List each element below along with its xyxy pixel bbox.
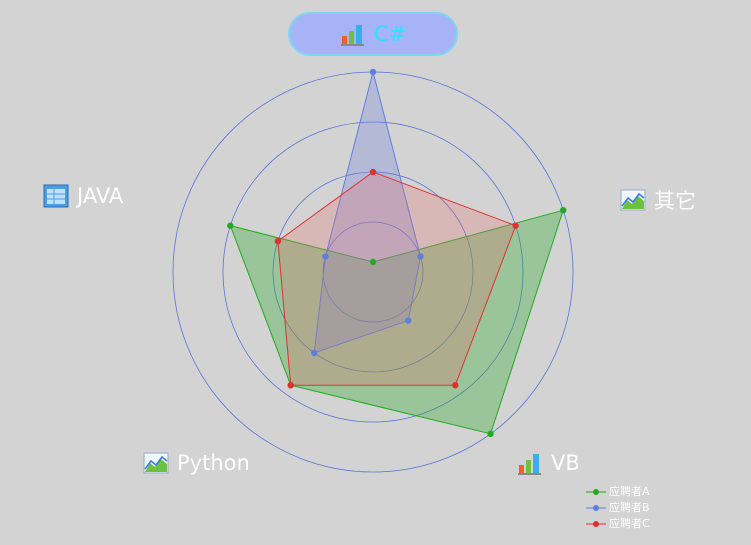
axis-label-0[interactable]: C# (288, 12, 458, 56)
legend-item[interactable]: 应聘者A (586, 484, 650, 500)
series-area-1 (229, 209, 564, 435)
data-point (560, 206, 567, 214)
data-point (227, 222, 234, 229)
axis-label-text: JAVA (77, 184, 124, 208)
radar-ring (322, 221, 424, 323)
data-point (487, 430, 494, 438)
area-chart-icon (620, 188, 646, 212)
data-point (405, 317, 412, 324)
legend-swatch (586, 505, 606, 511)
data-point (287, 382, 294, 389)
axis-label-4[interactable]: JAVA (43, 184, 123, 208)
data-point (417, 253, 424, 260)
data-point (369, 168, 377, 176)
axis-label-2[interactable]: VB (517, 451, 580, 475)
radar-ring (222, 121, 524, 423)
axis-label-3[interactable]: Python (143, 451, 250, 475)
area-chart-icon (143, 451, 169, 475)
legend-label: 应聘者A (609, 485, 650, 498)
data-point (512, 222, 519, 229)
data-point (322, 253, 329, 260)
axis-label-text: Python (177, 451, 250, 475)
data-point (369, 68, 377, 76)
axis-label-text: VB (551, 451, 580, 475)
legend-label: 应聘者B (609, 501, 650, 514)
series-area-3 (277, 171, 517, 386)
legend-swatch (586, 489, 606, 495)
series-area-2 (313, 71, 422, 354)
data-point (369, 258, 377, 266)
data-point (311, 349, 318, 357)
axis-label-1[interactable]: 其它 (620, 185, 696, 215)
legend-label: 应聘者C (609, 517, 650, 530)
data-point (274, 237, 282, 245)
legend-item[interactable]: 应聘者B (586, 500, 650, 516)
bar-chart-icon (340, 22, 366, 46)
axis-label-text: 其它 (654, 189, 696, 213)
table-icon (43, 184, 69, 208)
bar-chart-icon (517, 451, 543, 475)
axis-label-text: C# (374, 22, 407, 46)
data-point (452, 382, 459, 389)
legend-swatch (586, 521, 606, 527)
legend-item[interactable]: 应聘者C (586, 516, 650, 532)
legend: 应聘者A 应聘者B 应聘者C (586, 484, 650, 532)
